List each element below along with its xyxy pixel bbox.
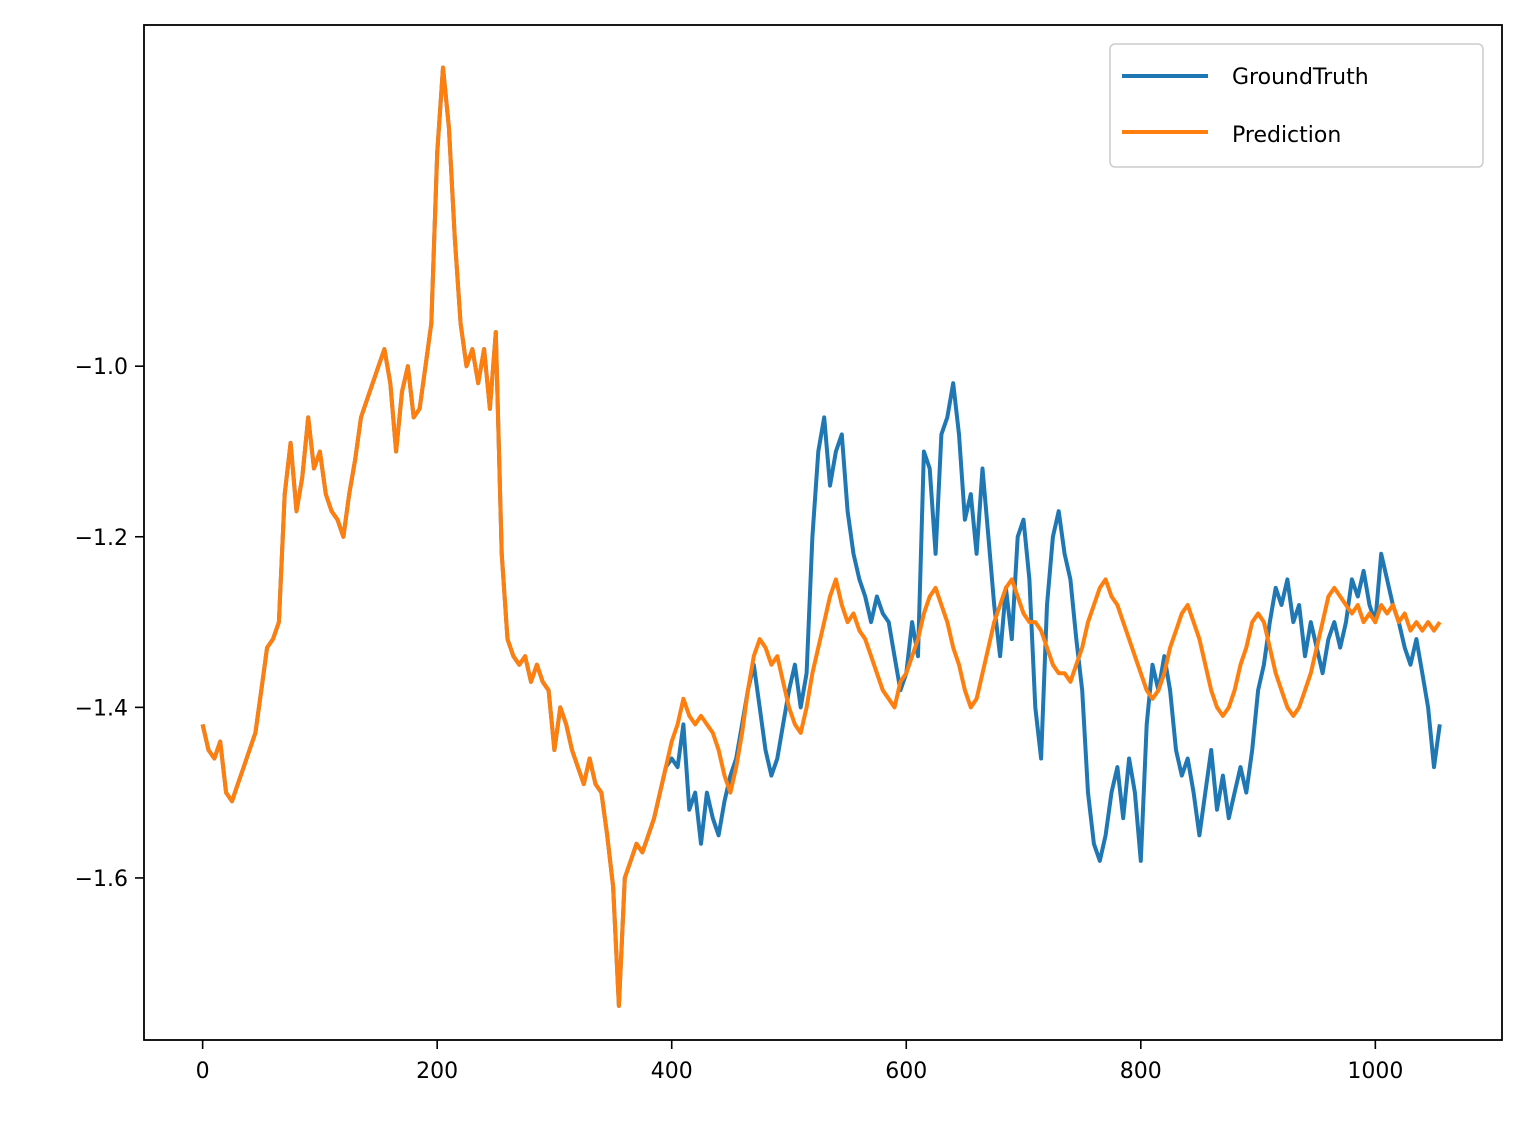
y-tick-label: −1.2 — [75, 526, 128, 551]
x-axis: 0 200 400 600 800 1000 — [196, 1040, 1403, 1084]
legend-box — [1109, 43, 1484, 168]
series-layer — [200, 65, 1442, 1008]
y-tick-label: −1.0 — [75, 355, 128, 380]
x-tick-label: 800 — [1120, 1059, 1162, 1084]
series-line-prediction — [200, 65, 1442, 1008]
x-tick-label: 200 — [416, 1059, 458, 1084]
x-tick-label: 400 — [651, 1059, 693, 1084]
y-tick-label: −1.4 — [75, 696, 128, 721]
y-axis: −1.6 −1.4 −1.2 −1.0 — [75, 355, 144, 892]
legend-label-groundtruth: GroundTruth — [1232, 65, 1369, 90]
x-tick-label: 1000 — [1347, 1059, 1403, 1084]
x-tick-label: 600 — [885, 1059, 927, 1084]
legend: GroundTruth Prediction — [1109, 43, 1484, 168]
legend-label-prediction: Prediction — [1232, 123, 1341, 148]
plot-frame — [143, 24, 1503, 1041]
x-tick-label: 0 — [196, 1059, 210, 1084]
y-tick-label: −1.6 — [75, 867, 128, 892]
